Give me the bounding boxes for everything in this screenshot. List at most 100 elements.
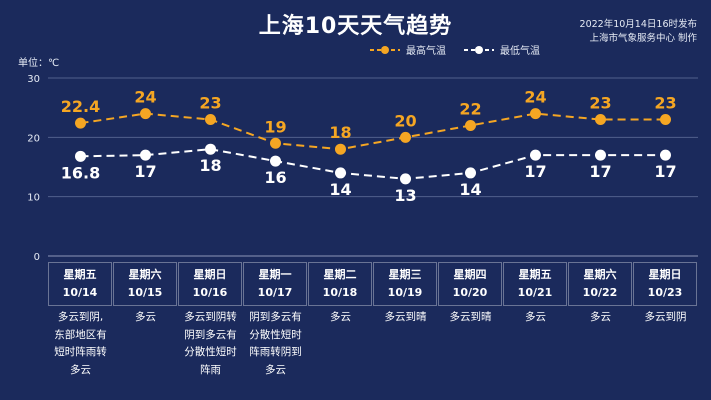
data-label-high: 22.4 xyxy=(61,97,100,116)
weather-description: 多云到阴转阴到多云有分散性短时阵雨 xyxy=(178,306,243,379)
weather-line: 阴到多云有 xyxy=(184,328,237,341)
weather-line: 分散性短时 xyxy=(184,346,237,358)
date-label: 10/16 xyxy=(192,286,228,299)
data-point-high xyxy=(140,108,151,120)
date-label: 10/17 xyxy=(257,286,293,299)
weather-line: 东部地区有 xyxy=(54,328,107,341)
weather-line: 多云 xyxy=(330,311,351,323)
weekday-label: 星期四 xyxy=(453,268,487,281)
weather-line: 阵雨 xyxy=(200,363,221,376)
weekday-label: 星期二 xyxy=(323,268,357,281)
day-cell: 星期三 10/19 xyxy=(373,262,437,306)
weather-description-row: 多云到阴, 东部地区有 短时阵雨转 多云 多云 多云到阴转 阴到多云有 分散性短时 阵雨 阴到多云… xyxy=(48,306,698,379)
weather-description: 多云到晴 xyxy=(373,306,438,379)
weather-line: 多云到阴转 xyxy=(184,311,237,323)
date-label: 10/14 xyxy=(62,286,98,299)
date-label: 10/22 xyxy=(582,286,618,299)
data-label-low: 13 xyxy=(394,186,416,205)
temperature-chart: 0 10 20 30 22.4 24 23 19 18 20 22 24 23 23 16.8 17 18 16 1… xyxy=(27,74,698,262)
weekday-label: 星期三 xyxy=(388,268,422,281)
data-label-high: 19 xyxy=(264,117,286,136)
y-tick-label: 0 xyxy=(34,252,40,262)
data-label-high: 23 xyxy=(589,94,611,113)
weekday-label: 星期日 xyxy=(648,268,682,281)
legend: 最高气温 最低气温 xyxy=(370,42,540,57)
date-label: 10/15 xyxy=(127,286,163,299)
date-label: 10/18 xyxy=(322,286,358,299)
date-label: 10/20 xyxy=(452,286,488,299)
weather-description: 阴到多云有 分散性短时 阵雨转阴到 多云 xyxy=(243,306,308,379)
data-point-high xyxy=(595,114,606,126)
y-tick-label: 10 xyxy=(27,193,40,204)
data-point-high xyxy=(660,114,671,126)
day-cell: 星期六 10/22 xyxy=(568,262,632,306)
weather-description: 多云 xyxy=(503,306,568,379)
weather-description: 多云到阴 xyxy=(633,306,698,379)
data-point-high xyxy=(205,114,216,126)
weekday-label: 星期五 xyxy=(63,268,97,281)
data-point-low xyxy=(400,173,411,185)
data-label-low: 17 xyxy=(524,162,546,181)
data-point-high xyxy=(400,131,411,143)
day-cell: 星期日 10/23 xyxy=(633,262,697,306)
data-point-high xyxy=(335,143,346,155)
data-label-high: 20 xyxy=(394,111,416,130)
data-label-low: 17 xyxy=(654,162,676,181)
weekday-label: 星期六 xyxy=(128,268,162,281)
page-title: 上海10天天气趋势 xyxy=(258,14,453,39)
day-cell: 星期五 10/21 xyxy=(503,262,567,306)
weather-line: 多云 xyxy=(525,311,546,323)
data-label-low: 14 xyxy=(329,180,351,199)
data-label-high: 23 xyxy=(654,94,676,113)
weekday-label: 星期六 xyxy=(583,268,617,281)
data-point-low xyxy=(465,167,476,179)
weather-description: 多云到阴, 东部地区有 短时阵雨转 多云 xyxy=(48,306,113,379)
weather-description: 多云到晴 xyxy=(438,306,503,379)
day-cell: 星期五 10/14 xyxy=(48,262,112,306)
publisher: 上海市气象服务中心 制作 xyxy=(589,33,697,44)
weather-description: 多云 xyxy=(308,306,373,379)
data-point-high xyxy=(465,119,476,131)
publish-time: 2022年10月14日16时发布 xyxy=(579,19,697,30)
weather-line: 多云 xyxy=(70,363,91,376)
series-line-high xyxy=(80,112,666,151)
data-label-low: 18 xyxy=(199,156,221,175)
day-cell: 星期六 10/15 xyxy=(113,262,177,306)
y-tick-label: 20 xyxy=(27,133,40,144)
data-label-low: 17 xyxy=(589,162,611,181)
date-label: 10/21 xyxy=(517,286,553,299)
weather-line: 阴到多云有 xyxy=(249,311,302,323)
weather-line: 多云 xyxy=(135,311,156,323)
date-label: 10/19 xyxy=(387,286,423,299)
series-line-low xyxy=(80,148,666,180)
data-point-high xyxy=(75,117,86,129)
day-cell: 星期一 10/17 xyxy=(243,262,307,306)
data-label-low: 17 xyxy=(134,162,156,181)
data-label-low: 16 xyxy=(264,168,286,187)
data-point-high xyxy=(270,137,281,149)
weather-description: 多云 xyxy=(568,306,633,379)
data-point-low xyxy=(75,150,86,162)
data-point-high xyxy=(530,108,541,120)
data-point-low xyxy=(205,143,216,155)
legend-low-swatch xyxy=(464,45,494,54)
weather-line: 多云到阴, xyxy=(57,311,104,323)
data-label-high: 23 xyxy=(199,94,221,113)
weather-line: 阵雨转阴到 xyxy=(249,346,302,358)
data-label-low: 16.8 xyxy=(61,163,100,182)
y-tick-label: 30 xyxy=(27,74,40,85)
data-point-low xyxy=(270,155,281,167)
legend-high-label: 最高气温 xyxy=(406,46,446,57)
weekday-label: 星期五 xyxy=(518,268,552,281)
day-cell: 星期二 10/18 xyxy=(308,262,372,306)
data-point-low xyxy=(595,149,606,161)
weather-line: 多云到晴 xyxy=(449,311,492,323)
data-point-low xyxy=(530,149,541,161)
data-point-low xyxy=(335,167,346,179)
legend-item-low: 最低气温 xyxy=(464,42,540,57)
data-label-high: 18 xyxy=(329,123,351,142)
data-point-low xyxy=(660,149,671,161)
data-label-high: 22 xyxy=(459,99,481,118)
data-label-low: 14 xyxy=(459,180,481,199)
weekday-label: 星期日 xyxy=(193,268,227,281)
